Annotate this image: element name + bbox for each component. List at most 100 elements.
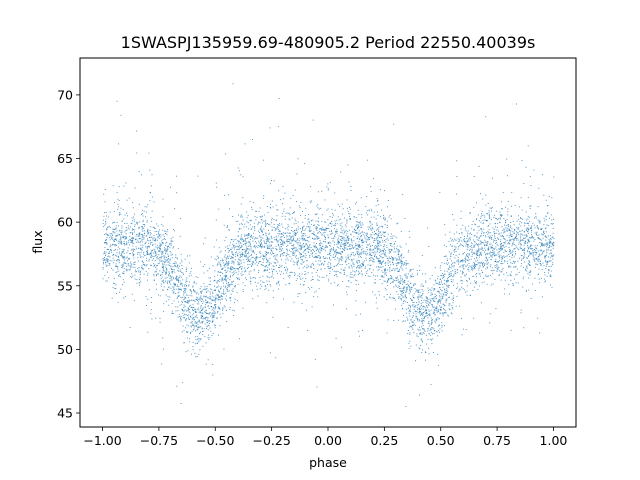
data-point [370, 216, 372, 218]
data-point [151, 196, 153, 198]
data-point [321, 276, 323, 278]
data-point [117, 246, 119, 248]
data-point [291, 245, 293, 246]
data-point [126, 252, 128, 254]
data-point [509, 259, 511, 261]
data-point [227, 251, 229, 253]
data-point [473, 239, 474, 241]
data-point [162, 225, 164, 227]
data-point [258, 210, 260, 212]
data-point [234, 252, 236, 254]
data-point [162, 216, 164, 218]
data-point [508, 265, 510, 267]
data-point [548, 260, 550, 262]
data-point [552, 236, 554, 238]
data-point [265, 219, 267, 221]
data-point [307, 330, 309, 331]
data-point [346, 294, 348, 296]
data-point [549, 253, 551, 255]
data-point [126, 241, 128, 243]
data-point [530, 248, 532, 250]
data-point [378, 261, 380, 263]
data-point [545, 243, 547, 245]
data-point [202, 345, 204, 347]
data-point [357, 262, 359, 264]
data-point [191, 295, 193, 297]
data-point [140, 240, 142, 242]
data-point [543, 250, 545, 252]
data-point [356, 248, 358, 250]
data-point [492, 248, 494, 250]
data-point [371, 234, 373, 236]
data-point [144, 224, 146, 225]
data-point [542, 234, 544, 236]
data-point [189, 295, 191, 297]
data-point [421, 315, 423, 317]
data-point [167, 258, 169, 260]
data-point [307, 246, 309, 248]
data-point [205, 363, 207, 365]
data-point [290, 197, 292, 199]
data-point [545, 244, 547, 246]
data-point [350, 233, 352, 235]
data-point [371, 272, 373, 273]
data-point [404, 294, 406, 296]
data-point [380, 216, 382, 218]
data-point [527, 218, 529, 220]
data-point [424, 273, 426, 275]
data-point [391, 256, 392, 258]
data-point [462, 266, 464, 268]
data-point [296, 278, 298, 280]
data-point [247, 260, 249, 262]
data-point [518, 234, 520, 236]
data-point [387, 280, 388, 282]
data-point [478, 256, 480, 258]
data-point [507, 211, 509, 213]
data-point [553, 218, 554, 220]
data-point [277, 126, 279, 128]
data-point [207, 319, 209, 321]
data-point [189, 312, 191, 314]
data-point [293, 238, 294, 240]
data-point [487, 241, 489, 243]
data-point [291, 227, 293, 228]
data-point [115, 265, 116, 267]
data-point [429, 315, 431, 317]
data-point [265, 243, 267, 245]
data-point [385, 239, 387, 240]
data-point [419, 332, 421, 334]
data-point [358, 227, 360, 228]
data-point [488, 248, 490, 250]
data-point [552, 258, 554, 260]
data-point [391, 282, 393, 283]
data-point [244, 255, 246, 256]
data-point [402, 288, 404, 290]
data-point [406, 277, 408, 279]
data-point [217, 271, 219, 273]
data-point [253, 268, 255, 270]
data-point [490, 232, 492, 234]
data-point [278, 190, 280, 192]
data-point [108, 277, 110, 279]
data-point [275, 249, 277, 250]
data-point [273, 180, 275, 182]
data-point [367, 236, 369, 238]
data-point [489, 313, 491, 315]
data-point [264, 266, 266, 268]
data-point [141, 250, 143, 252]
data-point [274, 255, 276, 256]
data-point [334, 250, 336, 252]
data-point [495, 258, 497, 260]
data-point [376, 236, 378, 238]
data-point [165, 242, 167, 244]
data-point [435, 308, 437, 310]
data-point [454, 262, 456, 264]
data-point [161, 261, 163, 262]
data-point [389, 267, 391, 268]
data-point [504, 279, 506, 281]
data-point [289, 274, 291, 276]
data-point [205, 310, 207, 311]
data-point [550, 270, 552, 272]
data-point [450, 253, 452, 255]
data-point [524, 222, 526, 224]
